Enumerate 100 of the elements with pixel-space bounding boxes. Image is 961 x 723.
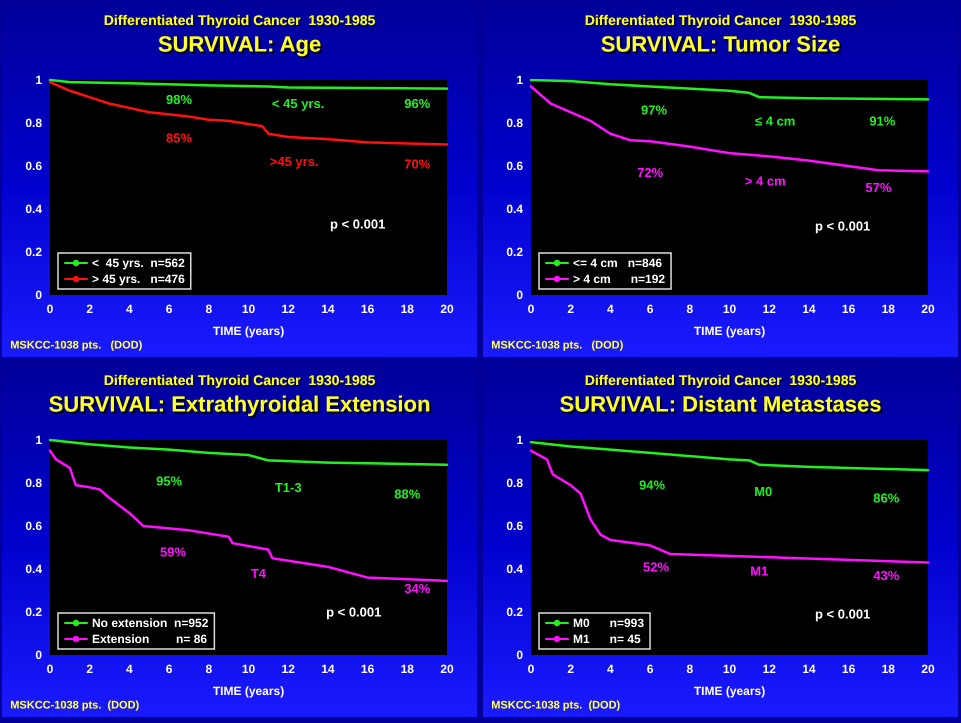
x-tick-label: 2 <box>86 662 94 676</box>
legend-label: M0 n=993 <box>573 616 644 630</box>
y-tick-label: 0 <box>35 288 42 302</box>
x-tick-label: 10 <box>722 302 736 316</box>
y-tick-label: 1 <box>516 73 524 87</box>
text: MSKCC-1038 pts. (DOD) <box>491 699 621 712</box>
legend-label: No extension n=952 <box>92 616 209 630</box>
annotation: >45 yrs. <box>270 154 319 170</box>
annotation: ≤ 4 cm <box>754 113 796 128</box>
annotation: M1 <box>750 564 768 579</box>
line-series <box>530 440 930 472</box>
x-tick-label: 12 <box>282 662 296 676</box>
y-tick-label: 0.2 <box>506 245 524 259</box>
annotation: < 45 yrs. <box>272 96 324 112</box>
annotation: > 4 cm <box>744 174 786 189</box>
y-tick-label: 0.6 <box>25 519 42 533</box>
x-tick-label: 16 <box>360 302 375 316</box>
y-tick-label: 1 <box>35 73 42 87</box>
y-tick-label: 1 <box>35 433 42 447</box>
y-tick-label: 0.8 <box>506 476 524 490</box>
chart-subtitle: Differentiated Thyroid Cancer 1930-1985 <box>104 372 376 388</box>
legend-label: M1 n= 45 <box>573 632 642 646</box>
y-tick-label: 0.2 <box>506 605 524 619</box>
legend-label: <= 4 cm n=846 <box>573 256 662 270</box>
x-axis-title: TIME (years) <box>212 684 284 698</box>
annotation: 97% <box>641 102 668 118</box>
x-tick-label: 20 <box>921 302 935 316</box>
annotation: 91% <box>869 113 896 128</box>
y-tick-label: 0.6 <box>506 519 524 533</box>
y-tick-label: 0 <box>516 648 524 662</box>
y-tick-label: 0.8 <box>25 116 42 130</box>
y-tick-label: 0.8 <box>25 476 42 490</box>
x-tick-label: 2 <box>567 302 574 316</box>
x-tick-label: 4 <box>126 662 134 676</box>
x-tick-label: 6 <box>646 662 654 676</box>
x-tick-label: 0 <box>528 302 535 316</box>
annotation: T1-3 <box>274 480 302 495</box>
x-tick-label: 10 <box>242 662 256 676</box>
annotation: M0 <box>754 484 772 500</box>
x-tick-label: 6 <box>646 302 654 316</box>
annotation: 94% <box>639 478 666 493</box>
chart-subtitle: Differentiated Thyroid Cancer 1930-1985 <box>104 12 376 28</box>
legend-label: > 4 cm n=192 <box>573 272 666 286</box>
legend-label: > 45 yrs. n=476 <box>92 272 186 286</box>
y-tick-label: 0 <box>35 648 42 662</box>
chart-title: SURVIVAL: Extrathyroidal Extension <box>48 392 430 416</box>
annotation: 52% <box>643 559 670 574</box>
y-tick-label: 0.6 <box>25 159 42 173</box>
x-tick-label: 14 <box>802 302 816 316</box>
x-tick-label: 4 <box>126 302 134 316</box>
x-tick-label: 8 <box>686 302 694 316</box>
x-tick-label: 10 <box>722 662 736 676</box>
annotation: p < 0.001 <box>814 218 870 234</box>
x-tick-label: 20 <box>921 662 935 676</box>
annotation: 43% <box>873 568 900 583</box>
x-tick-label: 0 <box>528 662 535 676</box>
x-axis-title: TIME (years) <box>694 684 766 698</box>
x-tick-label: 16 <box>842 662 856 676</box>
annotation: 88% <box>394 486 421 502</box>
y-tick-label: 0 <box>516 288 524 302</box>
x-tick-label: 18 <box>400 662 414 676</box>
x-tick-label: 4 <box>607 302 614 316</box>
x-tick-label: 8 <box>205 302 212 316</box>
x-tick-label: 16 <box>842 302 856 316</box>
line-series <box>530 78 930 101</box>
annotation: 34% <box>404 580 431 596</box>
line-series <box>48 450 448 582</box>
x-tick-label: 14 <box>321 662 335 676</box>
y-tick-label: 0.2 <box>25 605 42 619</box>
line-series <box>530 450 930 564</box>
annotation: T4 <box>250 566 267 581</box>
x-tick-label: 18 <box>882 662 896 676</box>
x-tick-label: 12 <box>282 302 296 316</box>
y-tick-label: 0.4 <box>25 202 42 216</box>
x-tick-label: 0 <box>46 662 54 676</box>
annotation: 72% <box>637 164 664 180</box>
x-tick-label: 6 <box>166 302 173 316</box>
y-tick-label: 0.4 <box>506 562 524 576</box>
x-tick-label: 20 <box>440 662 454 676</box>
x-tick-label: 20 <box>440 302 454 316</box>
x-tick-label: 8 <box>205 662 212 676</box>
legend-label: < 45 yrs. n=562 <box>92 256 186 270</box>
annotation: 85% <box>166 130 192 146</box>
text: MSKCC-1038 pts. (DOD) <box>491 339 624 352</box>
y-tick-label: 0.2 <box>25 245 42 259</box>
annotation: p < 0.001 <box>326 604 382 620</box>
text: MSKCC-1038 pts. (DOD) <box>10 699 140 712</box>
y-tick-label: 0.8 <box>506 116 524 130</box>
legend-label: Extension n= 86 <box>92 632 208 646</box>
x-tick-label: 6 <box>166 662 173 676</box>
x-tick-label: 14 <box>802 662 816 676</box>
chart-title: SURVIVAL: Tumor Size <box>600 32 840 56</box>
annotation: 95% <box>156 473 183 488</box>
x-tick-label: 10 <box>242 302 256 316</box>
x-tick-label: 8 <box>686 662 694 676</box>
chart-title: SURVIVAL: Distant Metastases <box>560 392 882 416</box>
y-tick-label: 0.6 <box>506 159 524 173</box>
line-series <box>48 78 448 90</box>
y-tick-label: 1 <box>516 433 524 447</box>
x-tick-label: 18 <box>400 302 414 316</box>
